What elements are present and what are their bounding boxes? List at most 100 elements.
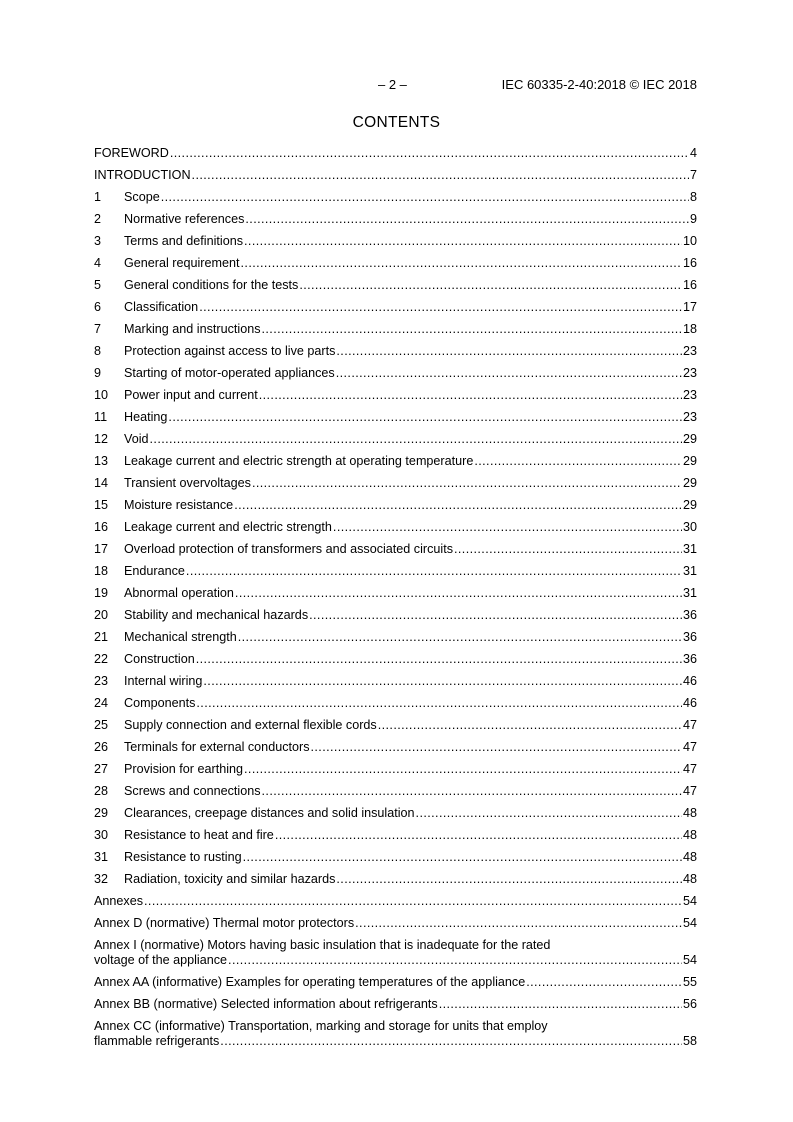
toc-entry-page: 31 xyxy=(682,586,697,600)
toc-entry-title: Resistance to heat and fire xyxy=(124,828,274,842)
toc-entry-title: General requirement xyxy=(124,256,240,270)
toc-entry[interactable]: 5 General conditions for the tests 16 xyxy=(94,278,697,300)
toc-entry[interactable]: Annex D (normative) Thermal motor protec… xyxy=(94,916,697,938)
dot-leader xyxy=(203,674,682,689)
toc-entry[interactable]: 23 Internal wiring 46 xyxy=(94,674,697,696)
toc-entry[interactable]: 21 Mechanical strength 36 xyxy=(94,630,697,652)
dot-leader xyxy=(144,894,682,909)
toc-entry-title: Supply connection and external flexible … xyxy=(124,718,377,732)
toc-entry-page: 23 xyxy=(682,388,697,402)
toc-entry-page: 36 xyxy=(682,652,697,666)
toc-entry[interactable]: 22 Construction 36 xyxy=(94,652,697,674)
toc-entry[interactable]: 4 General requirement 16 xyxy=(94,256,697,278)
toc-entry-page: 31 xyxy=(682,564,697,578)
toc-entry[interactable]: 11 Heating 23 xyxy=(94,410,697,432)
toc-entry-title: Resistance to rusting xyxy=(124,850,242,864)
toc-entry-title: Stability and mechanical hazards xyxy=(124,608,309,622)
toc-entry-title: Overload protection of transformers and … xyxy=(124,542,453,556)
toc-entry[interactable]: INTRODUCTION 7 xyxy=(94,168,697,190)
toc-entry-title: Power input and current xyxy=(124,388,258,402)
toc-entry-title: Terms and definitions xyxy=(124,234,244,248)
dot-leader xyxy=(192,168,689,183)
toc-entry[interactable]: 14 Transient overvoltages 29 xyxy=(94,476,697,498)
page-number: – 2 – xyxy=(378,77,407,92)
toc-entry[interactable]: 6 Classification 17 xyxy=(94,300,697,322)
toc-entry[interactable]: 12 Void 29 xyxy=(94,432,697,454)
toc-entry-page: 18 xyxy=(682,322,697,336)
toc-entry-title: Provision for earthing xyxy=(124,762,244,776)
toc-entry-title: Moisture resistance xyxy=(124,498,234,512)
toc-entry[interactable]: 18 Endurance 31 xyxy=(94,564,697,586)
toc-entry[interactable]: Annexes 54 xyxy=(94,894,697,916)
toc-entry-number: 10 xyxy=(94,388,109,402)
dot-leader xyxy=(311,740,682,755)
toc-entry[interactable]: 27 Provision for earthing 47 xyxy=(94,762,697,784)
toc-entry-page: 48 xyxy=(682,828,697,842)
toc-entry[interactable]: 24 Components 46 xyxy=(94,696,697,718)
toc-entry[interactable]: 7 Marking and instructions 18 xyxy=(94,322,697,344)
toc-entry-number: 16 xyxy=(94,520,109,534)
dot-leader xyxy=(235,586,682,601)
toc-entry-title: Normative references xyxy=(124,212,245,226)
toc-entry[interactable]: Annex BB (normative) Selected informatio… xyxy=(94,997,697,1019)
dot-leader xyxy=(168,410,682,425)
toc-entry[interactable]: 28 Screws and connections 47 xyxy=(94,784,697,806)
toc-entry[interactable]: 16 Leakage current and electric strength 3… xyxy=(94,520,697,542)
toc-entry-number: 13 xyxy=(94,454,109,468)
toc-entry-number: 4 xyxy=(94,256,102,270)
dot-leader xyxy=(262,784,682,799)
toc-entry-number: 15 xyxy=(94,498,109,512)
toc-entry[interactable]: 31 Resistance to rusting 48 xyxy=(94,850,697,872)
toc-entry-number: 3 xyxy=(94,234,102,248)
toc-entry-number: 27 xyxy=(94,762,109,776)
toc-entry[interactable]: 19 Abnormal operation 31 xyxy=(94,586,697,608)
toc-entry[interactable]: FOREWORD 4 xyxy=(94,146,697,168)
toc-entry-page: 29 xyxy=(682,432,697,446)
toc-entry-page: 4 xyxy=(689,146,697,160)
toc-entry[interactable]: 26 Terminals for external conductors 47 xyxy=(94,740,697,762)
toc-entry-page: 55 xyxy=(682,975,697,989)
toc-entry-title: voltage of the appliance xyxy=(94,953,228,967)
toc-entry-title: Internal wiring xyxy=(124,674,203,688)
toc-entry[interactable]: Annex AA (informative) Examples for oper… xyxy=(94,975,697,997)
toc-entry[interactable]: 30 Resistance to heat and fire 48 xyxy=(94,828,697,850)
toc-entry-page: 48 xyxy=(682,850,697,864)
toc-entry[interactable]: Annex I (normative) Motors having basic … xyxy=(94,938,697,975)
toc-entry-title: Screws and connections xyxy=(124,784,261,798)
toc-entry[interactable]: 20 Stability and mechanical hazards 36 xyxy=(94,608,697,630)
toc-entry[interactable]: 15 Moisture resistance 29 xyxy=(94,498,697,520)
toc-entry[interactable]: 25 Supply connection and external flexibl… xyxy=(94,718,697,740)
dot-leader xyxy=(474,454,682,469)
toc-entry-page: 56 xyxy=(682,997,697,1011)
toc-entry-title: Heating xyxy=(124,410,168,424)
toc-entry[interactable]: 9 Starting of motor-operated appliances 23 xyxy=(94,366,697,388)
toc-entry-page: 23 xyxy=(682,344,697,358)
dot-leader xyxy=(252,476,682,491)
toc-entry[interactable]: 2 Normative references 9 xyxy=(94,212,697,234)
dot-leader xyxy=(355,916,682,931)
toc-entry[interactable]: Annex CC (informative) Transportation, m… xyxy=(94,1019,697,1056)
toc-entry-number: 21 xyxy=(94,630,109,644)
toc-entry-page: 47 xyxy=(682,740,697,754)
toc-entry-title: Annex CC (informative) Transportation, m… xyxy=(94,1019,548,1033)
toc-entry-title: Void xyxy=(124,432,149,446)
toc-entry-number: 8 xyxy=(94,344,102,358)
toc-entry[interactable]: 17 Overload protection of transformers an… xyxy=(94,542,697,564)
toc-entry[interactable]: 1 Scope 8 xyxy=(94,190,697,212)
toc-entry[interactable]: 8 Protection against access to live parts… xyxy=(94,344,697,366)
dot-leader xyxy=(228,953,682,968)
dot-leader xyxy=(309,608,682,623)
toc-entry-number: 28 xyxy=(94,784,109,798)
dot-leader xyxy=(439,997,682,1012)
toc-entry[interactable]: 10 Power input and current 23 xyxy=(94,388,697,410)
standard-reference: IEC 60335-2-40:2018 © IEC 2018 xyxy=(501,77,697,92)
toc-entry[interactable]: 29 Clearances, creepage distances and sol… xyxy=(94,806,697,828)
dot-leader xyxy=(244,762,682,777)
toc-entry[interactable]: 32 Radiation, toxicity and similar hazard… xyxy=(94,872,697,894)
toc-entry-number: 14 xyxy=(94,476,109,490)
toc-entry-number: 31 xyxy=(94,850,109,864)
toc-entry[interactable]: 3 Terms and definitions 10 xyxy=(94,234,697,256)
toc-entry[interactable]: 13 Leakage current and electric strength … xyxy=(94,454,697,476)
toc-entry-page: 54 xyxy=(682,916,697,930)
dot-leader xyxy=(336,872,682,887)
